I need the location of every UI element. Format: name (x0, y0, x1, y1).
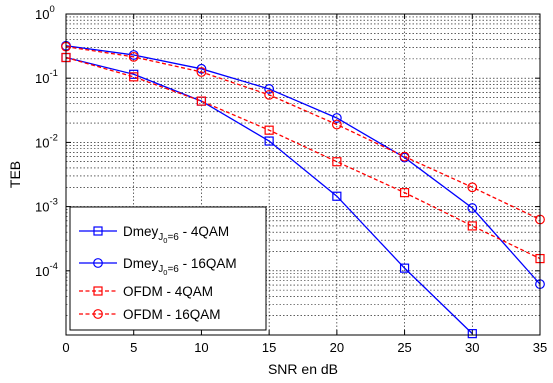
data-point (467, 203, 478, 213)
y-tick-label: 10-1 (35, 68, 58, 86)
legend-marker (93, 258, 103, 268)
y-tick-label: 10-2 (35, 132, 58, 150)
legend: DmeyJ0=6 - 4QAM DmeyJ0=6 - 16QAM OFDM - 4Q… (69, 206, 267, 331)
data-point (399, 151, 410, 162)
data-point (264, 125, 274, 135)
data-point (331, 119, 342, 130)
legend-entry: DmeyJ0=6 - 16QAM (79, 256, 237, 277)
y-tick-label: 10-4 (35, 261, 58, 279)
legend-label: OFDM - 16QAM (123, 307, 221, 322)
plot-frame (65, 13, 541, 336)
series-3 (61, 41, 545, 225)
legend-label: OFDM - 4QAM (123, 284, 213, 299)
data-point (331, 113, 342, 123)
series-line (65, 56, 473, 335)
x-tick-label: 0 (62, 340, 69, 355)
data-point (332, 157, 342, 167)
data-point (332, 191, 342, 201)
tick-group: 0 5 10 15 20 25 30 35 100 10-1 10-2 10-3 10-4 (35, 4, 547, 355)
data-point (399, 188, 410, 198)
data-point (467, 329, 477, 339)
x-tick-label: 15 (262, 340, 276, 355)
data-point (264, 136, 274, 146)
y-tick-label: 10-3 (35, 197, 58, 215)
data-point (129, 72, 139, 82)
data-point (196, 63, 207, 74)
legend-marker (93, 309, 103, 319)
legend-entry: OFDM - 4QAM (79, 284, 213, 299)
x-tick-label: 20 (330, 340, 344, 355)
legend-label: DmeyJ0=6 - 4QAM (123, 224, 229, 245)
data-point (196, 96, 207, 106)
data-point (264, 89, 275, 100)
x-tick-label: 5 (130, 340, 137, 355)
legend-marker (93, 226, 103, 236)
data-point (399, 263, 410, 273)
x-tick-label: 30 (465, 340, 479, 355)
data-point (467, 182, 478, 193)
series-2 (61, 52, 545, 264)
x-tick-label: 10 (194, 340, 208, 355)
y-axis-label: TEB (7, 161, 23, 188)
legend-entry: OFDM - 16QAM (79, 307, 221, 322)
series-group (61, 40, 545, 339)
data-point (264, 84, 275, 94)
data-point (196, 67, 207, 77)
data-point (128, 51, 139, 62)
legend-marker (93, 286, 103, 296)
legend-label: DmeyJ0=6 - 16QAM (123, 256, 237, 277)
legend-entry: DmeyJ0=6 - 4QAM (79, 224, 229, 245)
series-line (65, 46, 541, 221)
series-line (65, 45, 541, 285)
x-tick-label: 25 (397, 340, 411, 355)
data-point (467, 221, 477, 231)
x-tick-label: 35 (533, 340, 547, 355)
legend-box (69, 206, 267, 331)
x-axis-label: SNR en dB (268, 361, 338, 377)
y-tick-label: 100 (35, 4, 55, 22)
